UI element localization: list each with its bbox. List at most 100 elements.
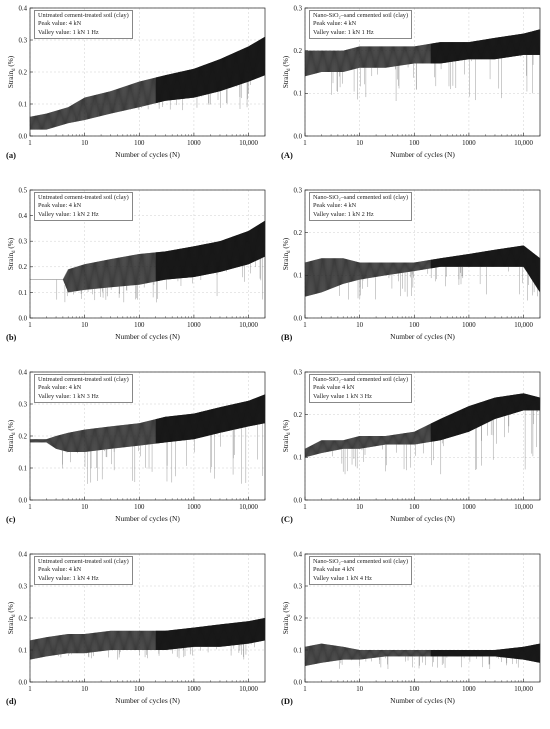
chart-panel-5: 0.0 0.1 0.2 0.3 0.4 1 10 100 1000 10,000 Straind (… <box>0 364 275 546</box>
y-axis-label: Straind (%) <box>282 419 292 452</box>
series-strain <box>304 393 541 475</box>
legend-title: Untreated cement-treated soil (clay) <box>38 376 129 383</box>
y-tick-label: 0.1 <box>294 647 303 654</box>
x-tick-label: 10,000 <box>514 322 533 329</box>
y-tick-label: 0.2 <box>294 412 303 419</box>
y-axis-label-unit: (%) <box>7 601 15 614</box>
y-tick-label: 0.0 <box>294 133 303 140</box>
legend-title: Untreated cement-treated soil (clay) <box>38 12 129 19</box>
chart-panel-1: 0.0 0.1 0.2 0.3 0.4 1 10 100 1000 10,000 Straind (… <box>0 0 275 182</box>
x-tick-label: 1 <box>28 504 31 511</box>
y-tick-label: 0.2 <box>19 433 28 440</box>
y-tick-label: 0.2 <box>19 69 28 76</box>
chart-panel-4: 0.0 0.1 0.2 0.3 1 10 100 1000 10,000 Straind (%) N… <box>275 182 550 364</box>
series-strain <box>29 36 266 130</box>
y-tick-label: 0.4 <box>19 213 28 220</box>
y-tick-label: 0.3 <box>294 369 303 376</box>
y-axis-label-unit: (%) <box>7 55 15 68</box>
y-axis-label-sub: d <box>12 68 17 71</box>
x-tick-label: 100 <box>409 140 420 147</box>
x-tick-label: 1000 <box>462 140 476 147</box>
y-axis-label-unit: (%) <box>7 419 15 432</box>
panel-label: (C) <box>281 514 293 524</box>
x-tick-label: 10 <box>81 504 88 511</box>
x-tick-label: 1 <box>303 322 306 329</box>
x-tick-label: 10,000 <box>514 140 533 147</box>
y-tick-label: 0.1 <box>19 465 28 472</box>
panel-label: (D) <box>281 696 293 706</box>
y-tick-label: 0.0 <box>294 497 303 504</box>
y-tick-label: 0.0 <box>294 679 303 686</box>
legend-box: Untreated cement-treated soil (clay) Peak… <box>34 556 133 586</box>
x-axis-label: Number of cycles (N) <box>390 150 455 159</box>
y-tick-label: 0.3 <box>19 239 28 246</box>
chart-panel-2: 0.0 0.1 0.2 0.3 1 10 100 1000 10,000 Straind (%) N… <box>275 0 550 182</box>
chart-panel-3: 0.0 0.1 0.2 0.3 0.4 0.5 1 10 100 1000 10,000 Strain… <box>0 182 275 364</box>
series-strain <box>29 394 266 484</box>
y-axis-label: Straind (%) <box>282 55 292 88</box>
y-tick-label: 0.4 <box>19 369 28 376</box>
y-tick-label: 0.2 <box>294 230 303 237</box>
chart-panel-8: 0.0 0.1 0.2 0.3 0.4 1 10 100 1000 10,000 Straind (… <box>275 546 550 728</box>
x-tick-label: 1000 <box>187 686 201 693</box>
chart-panel-6: 0.0 0.1 0.2 0.3 1 10 100 1000 10,000 Straind (%) N… <box>275 364 550 546</box>
x-tick-label: 10 <box>356 504 363 511</box>
y-tick-label: 0.4 <box>19 5 28 12</box>
panel-label: (A) <box>281 150 293 160</box>
x-tick-label: 100 <box>134 504 145 511</box>
strain-dense-band <box>430 643 540 663</box>
strain-dense-band <box>430 29 540 64</box>
chart-svg: 0.0 0.1 0.2 0.3 1 10 100 1000 10,000 Straind (%) N… <box>281 187 541 342</box>
plot-frame <box>304 371 541 501</box>
strain-dense-band <box>155 394 265 444</box>
series-strain <box>304 29 541 101</box>
y-axis-label-main: Strain <box>7 617 15 635</box>
x-axis-label: Number of cycles (N) <box>115 332 180 341</box>
legend-line: Valley value: 1 kN 1 Hz <box>313 28 374 36</box>
x-tick-label: 100 <box>409 504 420 511</box>
y-tick-label: 0.0 <box>19 497 28 504</box>
y-tick-label: 0.3 <box>19 37 28 44</box>
y-tick-label: 0.3 <box>294 583 303 590</box>
panel-label: (d) <box>6 696 17 706</box>
y-axis-label-sub: d <box>287 432 292 435</box>
chart-svg: 0.0 0.1 0.2 0.3 0.4 1 10 100 1000 10,000 Straind (… <box>6 5 266 160</box>
y-axis-label-unit: (%) <box>282 55 290 68</box>
y-tick-label: 0.3 <box>294 5 303 12</box>
y-tick-label: 0.2 <box>294 48 303 55</box>
legend-line: Valley value: 1 kN 2 Hz <box>38 210 99 218</box>
y-axis-label-unit: (%) <box>282 419 290 432</box>
x-tick-label: 10,000 <box>239 504 258 511</box>
y-axis-label-sub: d <box>12 250 17 253</box>
strain-dense-band <box>430 245 540 293</box>
x-tick-label: 100 <box>134 140 145 147</box>
y-axis-label: Straind (%) <box>7 55 17 88</box>
legend-title: Nano-SiO₂–sand cemented soil (clay) <box>313 376 409 383</box>
x-tick-label: 1 <box>303 504 306 511</box>
strain-dense-band <box>155 36 265 104</box>
y-tick-label: 0.5 <box>19 187 28 194</box>
legend-line: Peak value: 4 kN <box>38 20 82 28</box>
x-axis-label: Number of cycles (N) <box>390 696 455 705</box>
chart-svg: 0.0 0.1 0.2 0.3 1 10 100 1000 10,000 Straind (%) N… <box>281 5 541 160</box>
x-tick-label: 1000 <box>187 322 201 329</box>
legend-line: Valley value 1 kN 3 Hz <box>313 392 372 400</box>
y-axis-label: Straind (%) <box>282 601 292 634</box>
y-axis-label-sub: d <box>287 250 292 253</box>
legend-line: Peak value 4 kN <box>313 566 355 574</box>
y-axis-label-main: Strain <box>282 435 290 453</box>
x-axis-label: Number of cycles (N) <box>390 332 455 341</box>
chart-svg: 0.0 0.1 0.2 0.3 0.4 0.5 1 10 100 1000 10,000 Strain… <box>6 187 266 342</box>
x-tick-label: 10,000 <box>514 504 533 511</box>
y-axis-label: Straind (%) <box>7 237 17 270</box>
y-tick-label: 0.0 <box>19 679 28 686</box>
strain-trace <box>29 617 266 660</box>
series-strain <box>304 245 541 301</box>
chart-svg: 0.0 0.1 0.2 0.3 1 10 100 1000 10,000 Straind (%) N… <box>281 369 541 524</box>
legend-box: Nano-SiO₂–sand cemented soil (clay) Peak … <box>309 192 413 222</box>
x-tick-label: 100 <box>409 686 420 693</box>
x-tick-label: 10 <box>81 686 88 693</box>
x-tick-label: 10,000 <box>239 140 258 147</box>
legend-box: Nano-SiO₂–sand cemented soil (clay) Peak … <box>309 10 413 40</box>
